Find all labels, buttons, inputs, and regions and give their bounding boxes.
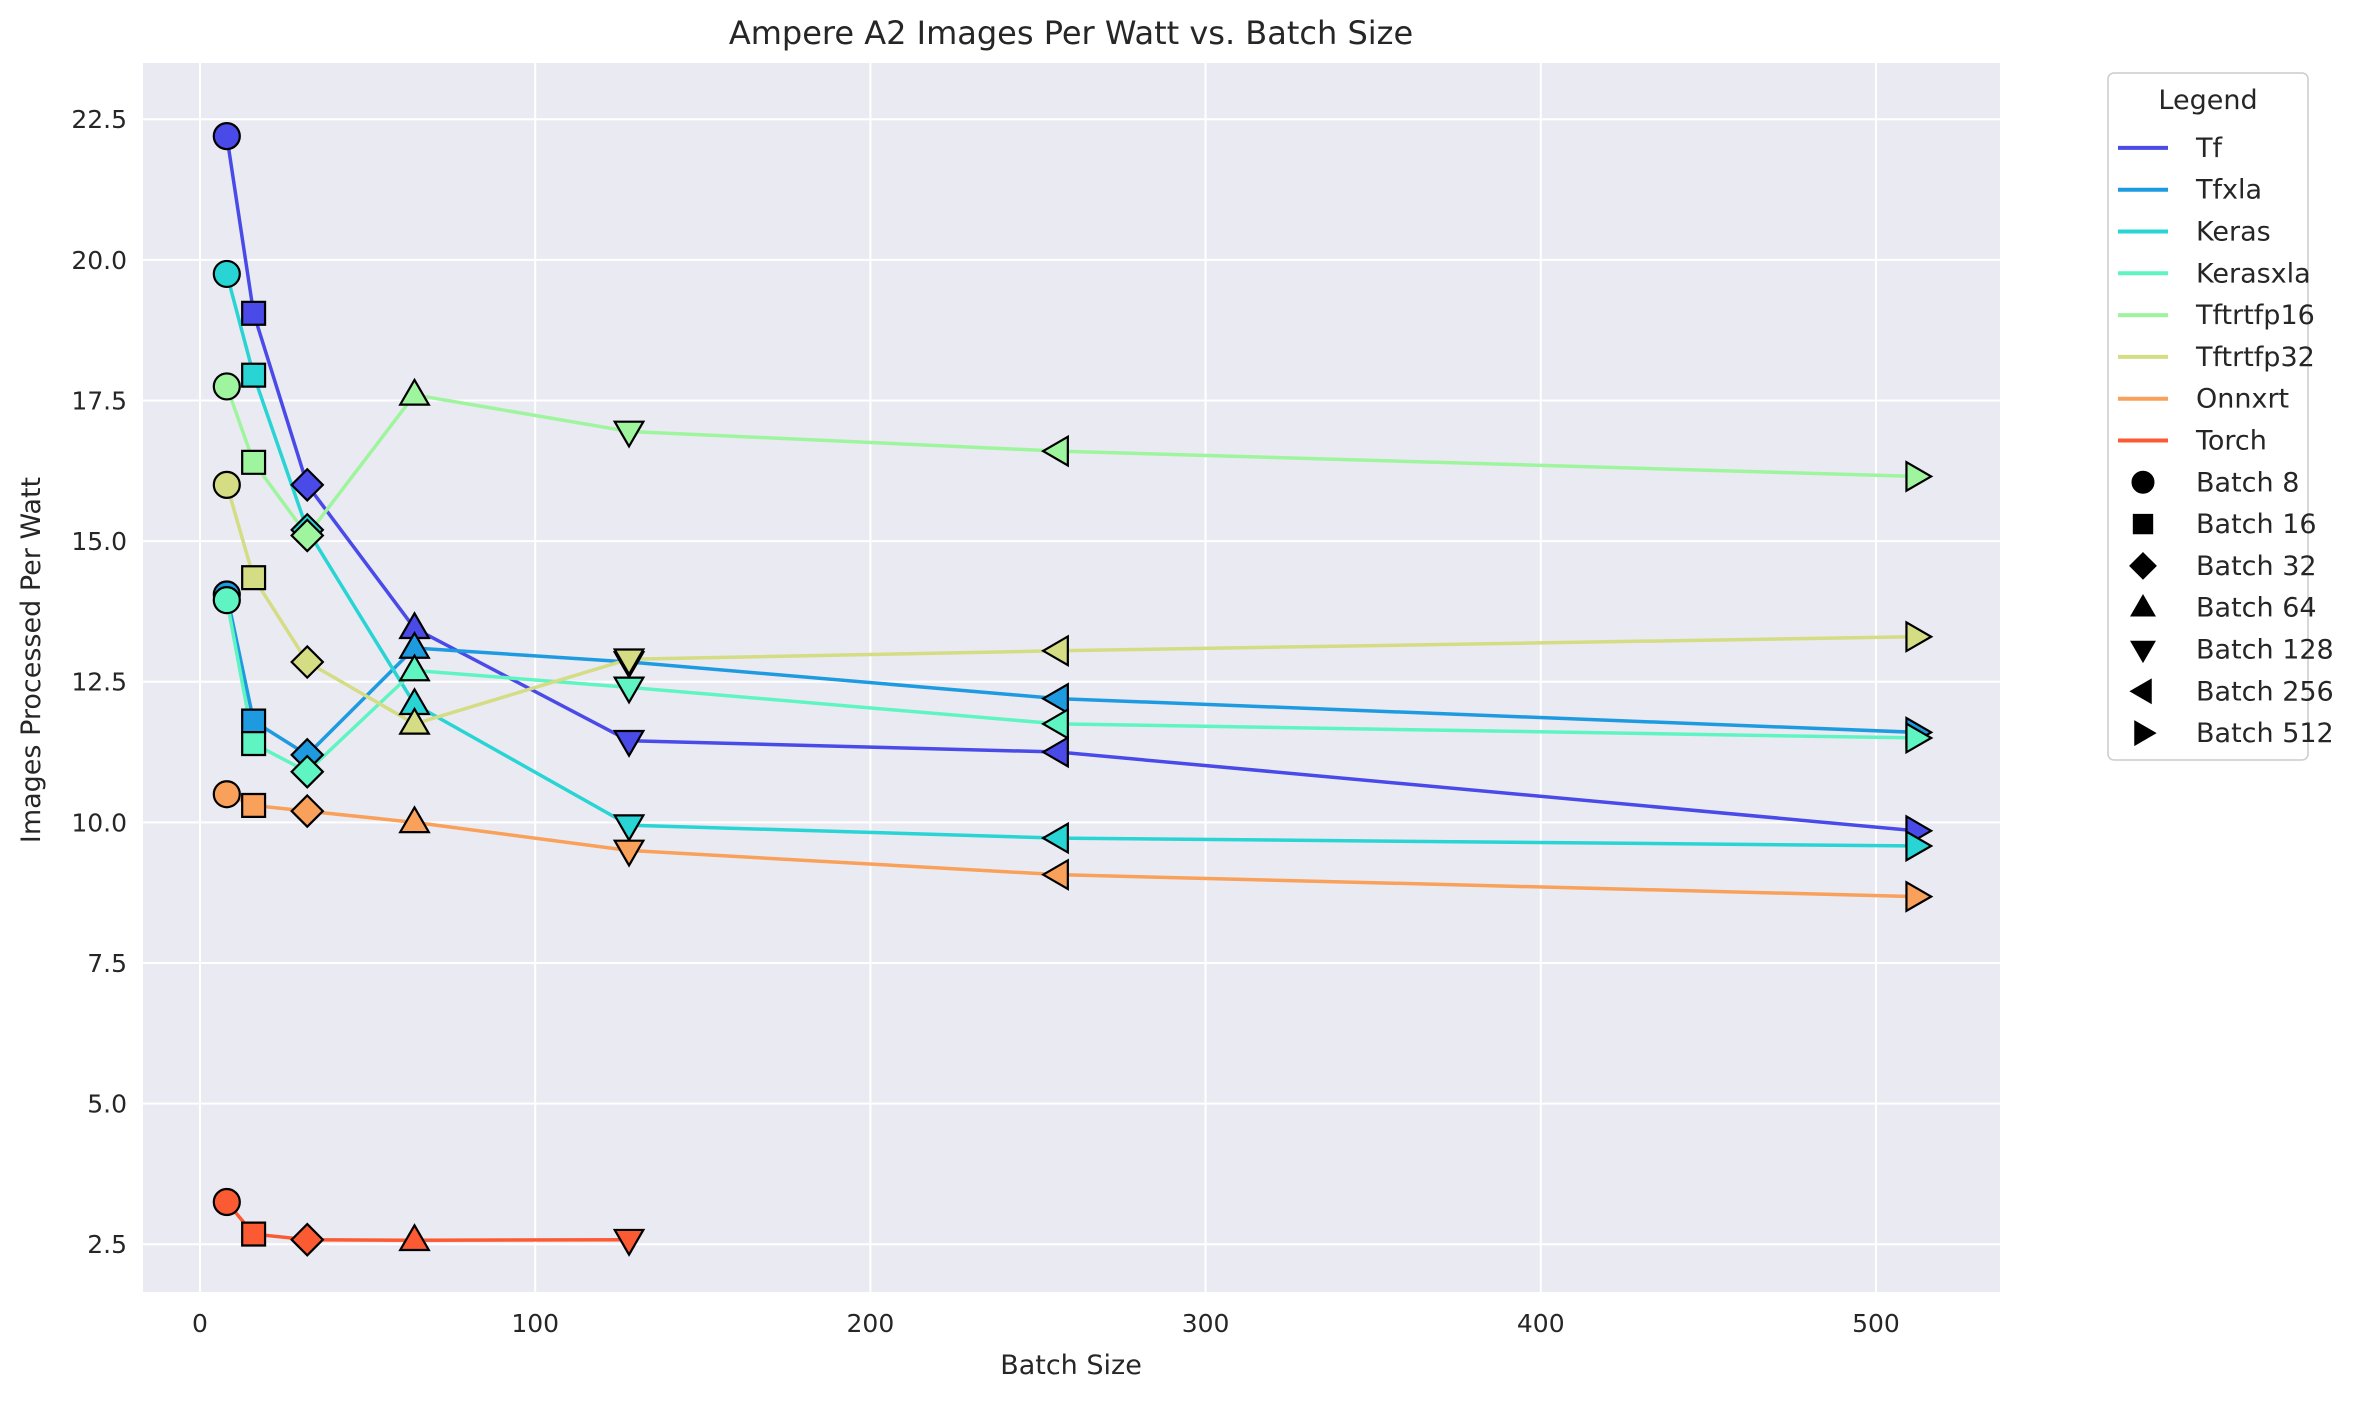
y-tick-label: 5.0 [87, 1090, 127, 1119]
legend-label-keras: Keras [2196, 217, 2271, 248]
data-point-kerasxla-batch-128 [612, 676, 646, 705]
y-tick-label: 15.0 [71, 527, 127, 556]
plot-background [143, 63, 2000, 1292]
data-point-tf-batch-256 [1040, 735, 1069, 769]
data-point-tftrtfp32-batch-256 [1040, 634, 1069, 667]
y-tick-label: 10.0 [71, 808, 127, 837]
legend-marker-triangle-up [2130, 594, 2156, 617]
data-point-onnxrt-batch-8 [212, 780, 241, 809]
x-axis-label: Batch Size [1000, 1350, 1142, 1381]
x-tick-label: 300 [1182, 1309, 1230, 1338]
legend-label-tftrtfp16: Tftrtfp16 [2195, 300, 2315, 331]
legend-label-batch: Batch 256 [2196, 676, 2334, 707]
data-point-onnxrt-batch-16 [241, 792, 267, 818]
data-point-kerasxla-batch-64 [398, 653, 431, 682]
legend-marker-triangle-right [2134, 720, 2157, 747]
x-tick-label: 100 [511, 1309, 559, 1338]
legend-label-batch: Batch 512 [2196, 718, 2334, 749]
data-point-torch-batch-64 [398, 1223, 431, 1252]
data-point-tfxla-batch-16 [241, 708, 267, 734]
legend-label-batch: Batch 16 [2196, 509, 2317, 540]
data-point-tf-batch-8 [212, 122, 241, 151]
y-tick-label: 12.5 [71, 668, 127, 697]
data-point-kerasxla-batch-256 [1040, 707, 1069, 741]
data-point-tftrtfp32-batch-32 [290, 644, 325, 680]
y-tick-label: 7.5 [87, 949, 127, 978]
data-point-tftrtfp16-batch-64 [398, 377, 431, 406]
legend-marker-triangle-down [2130, 640, 2156, 664]
legend-marker-triangle-left [2129, 678, 2152, 705]
x-tick-label: 500 [1852, 1309, 1900, 1338]
data-point-torch-batch-128 [612, 1228, 646, 1257]
data-point-onnxrt-batch-128 [612, 839, 646, 868]
data-point-onnxrt-batch-512 [1905, 880, 1934, 913]
plot-area: 0 100 200 300 400 500 2.5 5.0 7.5 10.0 12.5 15.0 17.… [71, 63, 2000, 1338]
data-point-keras-batch-16 [241, 362, 267, 388]
data-point-tftrtfp16-batch-32 [290, 518, 325, 553]
data-point-tftrtfp32-batch-16 [241, 565, 267, 591]
legend-label-tfxla: Tfxla [2195, 175, 2262, 206]
data-point-kerasxla-batch-512 [1905, 721, 1934, 755]
legend-label-tf: Tf [2195, 133, 2223, 164]
x-tick-label: 0 [192, 1309, 208, 1338]
data-point-tfxla-batch-256 [1040, 682, 1069, 715]
data-point-keras-batch-128 [612, 814, 646, 843]
data-point-tftrtfp16-batch-8 [212, 372, 241, 401]
legend-box [2107, 72, 2309, 761]
data-point-torch-batch-16 [241, 1221, 267, 1247]
y-tick-label: 22.5 [71, 105, 127, 134]
data-point-tftrtfp32-batch-128 [612, 648, 646, 677]
data-point-onnxrt-batch-64 [398, 805, 431, 834]
data-point-tftrtfp16-batch-256 [1040, 434, 1069, 468]
chart-title: Ampere A2 Images Per Watt vs. Batch Size [729, 14, 1413, 52]
data-point-kerasxla-batch-8 [212, 586, 241, 615]
legend: Legend Tf Tfxla Keras Kerasxla Tftrtfp16 Tftrt… [2107, 72, 2334, 761]
data-point-kerasxla-batch-16 [241, 731, 267, 757]
data-point-keras-batch-512 [1905, 829, 1934, 863]
data-point-keras-batch-8 [212, 259, 241, 289]
legend-label-batch: Batch 8 [2196, 467, 2299, 498]
legend-label-batch: Batch 128 [2196, 635, 2334, 666]
legend-label-torch: Torch [2195, 426, 2267, 457]
y-tick-label: 2.5 [87, 1230, 127, 1259]
legend-label-batch: Batch 32 [2196, 551, 2317, 582]
legend-label-batch: Batch 64 [2196, 593, 2317, 624]
data-point-tf-batch-32 [290, 467, 325, 503]
data-point-onnxrt-batch-256 [1040, 858, 1069, 891]
data-point-tftrtfp16-batch-128 [612, 420, 646, 449]
legend-marker-circle [2131, 470, 2155, 494]
x-tick-label: 200 [847, 1309, 895, 1338]
grid-lines [143, 63, 2000, 1292]
data-point-tftrtfp32-batch-8 [212, 470, 241, 499]
y-tick-label: 17.5 [71, 386, 127, 415]
data-point-kerasxla-batch-32 [290, 754, 325, 789]
tick-labels: 0 100 200 300 400 500 2.5 5.0 7.5 10.0 12.5 15.0 17.… [71, 105, 1900, 1338]
data-point-tftrtfp16-batch-512 [1905, 460, 1934, 493]
legend-label-onnxrt: Onnxrt [2196, 384, 2289, 415]
data-point-tf-batch-16 [241, 300, 267, 326]
data-point-tftrtfp32-batch-512 [1905, 620, 1934, 653]
y-tick-label: 20.0 [71, 246, 127, 275]
data-point-tftrtfp32-batch-64 [398, 706, 431, 735]
data-point-torch-batch-8 [212, 1187, 241, 1217]
data-point-tftrtfp16-batch-16 [241, 449, 267, 475]
legend-label-kerasxla: Kerasxla [2196, 258, 2311, 289]
data-point-onnxrt-batch-32 [290, 793, 325, 829]
legend-title: Legend [2158, 85, 2257, 116]
legend-marker-square [2132, 513, 2154, 535]
legend-label-tftrtfp32: Tftrtfp32 [2195, 342, 2315, 373]
y-axis-label: Images Processed Per Watt [16, 477, 47, 843]
x-tick-label: 400 [1517, 1309, 1565, 1338]
legend-marker-diamond [2129, 551, 2157, 580]
data-point-keras-batch-256 [1040, 821, 1069, 855]
data-point-torch-batch-32 [290, 1222, 325, 1257]
data-point-tf-batch-128 [612, 729, 646, 758]
series-markers [212, 122, 1934, 1257]
